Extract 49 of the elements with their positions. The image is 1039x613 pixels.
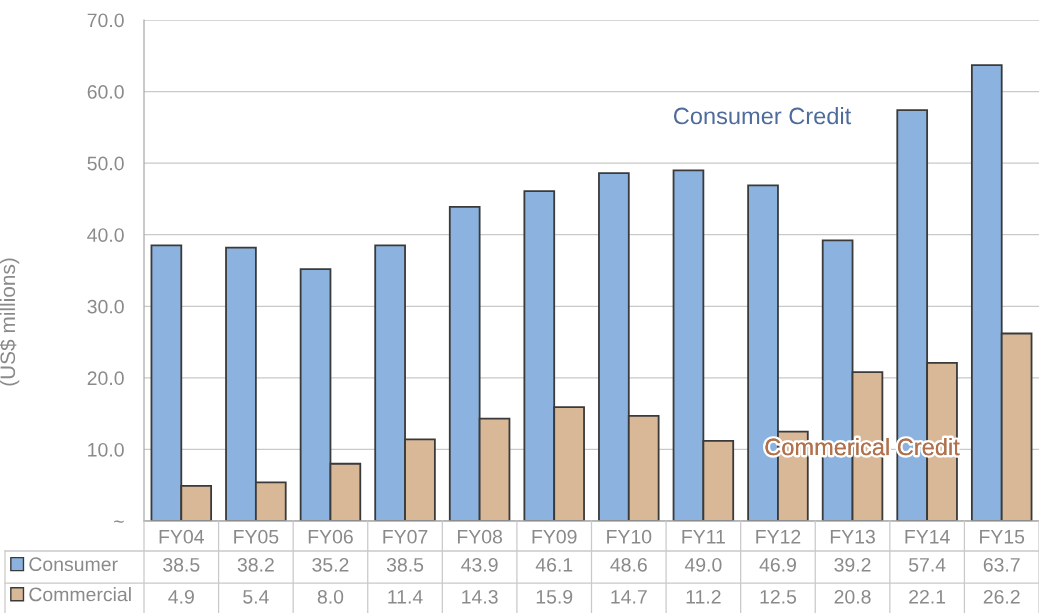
x-tick-label: FY05	[234, 529, 279, 544]
data-label: 39.2	[834, 557, 871, 572]
y-tick-label: ~	[114, 520, 124, 523]
data-label: 14.3	[462, 589, 498, 604]
x-tick-label: FY10	[607, 529, 652, 544]
x-tick-label: FY11	[682, 530, 725, 544]
data-label: 46.9	[759, 557, 796, 572]
data-label: 49.0	[684, 557, 722, 572]
data-label: 38.2	[237, 557, 274, 572]
x-tick-label: FY13	[830, 529, 875, 544]
data-label: 5.4	[243, 590, 269, 604]
data-label: 14.7	[611, 590, 647, 604]
y-tick-label: 60.0	[87, 85, 124, 99]
data-label: 43.9	[461, 557, 498, 572]
x-tick-label: FY06	[308, 529, 353, 544]
data-label: 38.5	[386, 557, 424, 572]
y-axis-title: (US$ millions)	[0, 258, 20, 386]
annotation: Consumer Credit	[673, 107, 852, 125]
data-label: 46.1	[535, 557, 573, 572]
data-label: 11.2	[686, 589, 721, 604]
data-label: 48.6	[610, 557, 647, 572]
data-label: 35.2	[312, 557, 349, 572]
data-label: 15.9	[536, 589, 573, 604]
data-label: 38.5	[163, 557, 200, 572]
y-tick-label: 30.0	[87, 299, 124, 314]
data-label: 4.9	[168, 589, 194, 604]
y-tick-label: 70.0	[87, 13, 124, 28]
x-tick-label: FY15	[980, 530, 1025, 544]
x-tick-label: FY07	[383, 529, 428, 544]
x-tick-label: FY12	[756, 529, 801, 544]
annotation: Commerical Credit	[765, 437, 960, 456]
legend-label: Commercial	[29, 587, 131, 602]
x-tick-label: FY09	[532, 529, 577, 544]
data-label: 20.8	[834, 589, 871, 604]
y-tick-label: 40.0	[87, 228, 124, 242]
data-label: 63.7	[983, 557, 1020, 572]
y-tick-label: 20.0	[87, 371, 124, 386]
x-tick-label: FY04	[159, 529, 204, 544]
y-tick-label: 10.0	[88, 442, 124, 457]
data-label: 8.0	[317, 589, 344, 604]
legend-label: Consumer	[29, 557, 118, 572]
y-tick-label: 50.0	[87, 156, 124, 171]
data-label: 11.4	[388, 590, 423, 604]
data-label: 26.2	[983, 589, 1020, 604]
data-label: 57.4	[908, 558, 946, 572]
data-label: 12.5	[760, 589, 797, 604]
x-tick-label: FY14	[905, 530, 950, 544]
data-label: 22.1	[909, 589, 946, 604]
x-tick-label: FY08	[457, 529, 503, 544]
